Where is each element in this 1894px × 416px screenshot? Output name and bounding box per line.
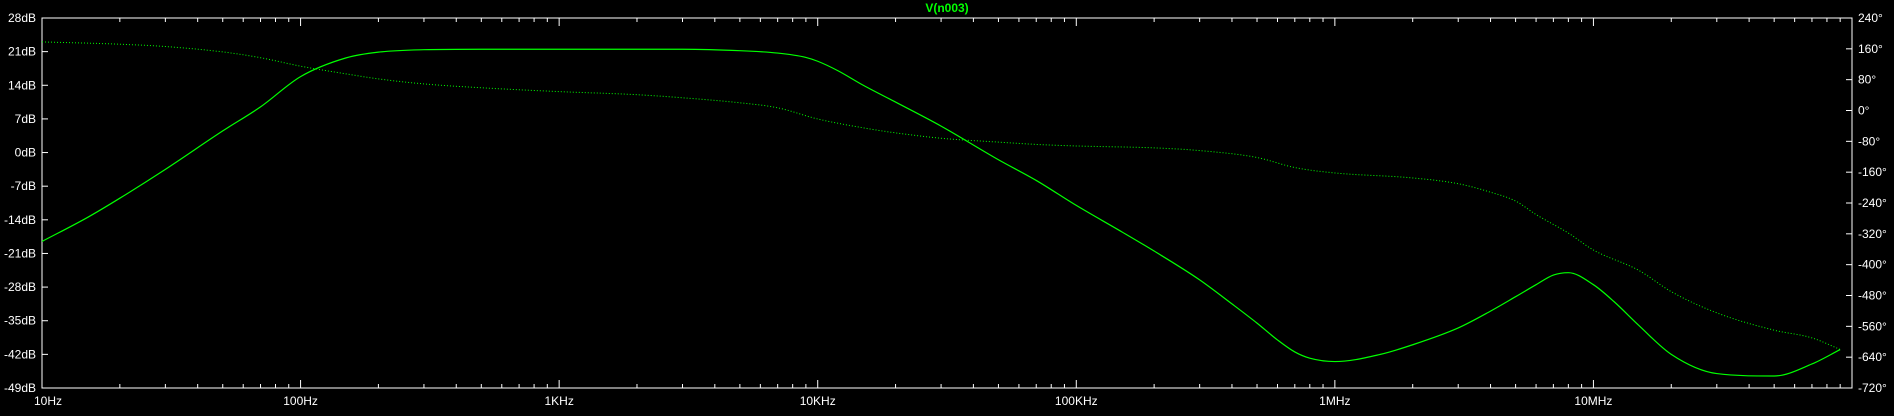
magnitude-series-line (41, 48, 1841, 377)
y-left-tick-label: -35dB (4, 314, 36, 328)
x-tick-label: 1KHz (544, 394, 573, 408)
y-left-tick-label: -21dB (4, 246, 36, 260)
y-right-tick-label: -240° (1858, 196, 1887, 210)
y-left-tick-label: -49dB (4, 381, 36, 395)
x-tick-label: 100KHz (1055, 394, 1098, 408)
y-left-tick-label: -7dB (11, 179, 36, 193)
y-right-tick-label: -80° (1858, 134, 1880, 148)
y-left-tick-label: 7dB (15, 112, 36, 126)
y-right-tick-label: -320° (1858, 227, 1887, 241)
x-tick-label: 1MHz (1319, 394, 1350, 408)
y-left-tick-label: -28dB (4, 280, 36, 294)
axis-ticks (41, 17, 1852, 389)
x-tick-label: 10Hz (34, 394, 62, 408)
phase-series-line (41, 41, 1841, 350)
y-left-tick-label: 21dB (8, 45, 36, 59)
chart-title: V(n003) (925, 1, 968, 15)
y-right-tick-label: -720° (1858, 381, 1887, 395)
axis-labels: 10Hz 100Hz 1KHz 10KHz 100KHz 1MHz 10MHz 28dB 21d… (4, 11, 1887, 408)
y-right-tick-label: 160° (1858, 42, 1883, 56)
y-right-tick-label: -400° (1858, 258, 1887, 272)
y-left-tick-label: 0dB (15, 146, 36, 160)
y-right-tick-label: 80° (1858, 73, 1876, 87)
y-right-tick-label: -560° (1858, 319, 1887, 333)
y-left-tick-label: -42dB (4, 347, 36, 361)
y-right-tick-label: -640° (1858, 350, 1887, 364)
y-left-tick-label: 14dB (8, 78, 36, 92)
x-tick-label: 10KHz (800, 394, 836, 408)
series-layer (41, 41, 1841, 377)
y-left-tick-label: -14dB (4, 213, 36, 227)
y-right-tick-label: 0° (1858, 104, 1870, 118)
x-tick-label: 10MHz (1574, 394, 1612, 408)
y-right-tick-label: -480° (1858, 289, 1887, 303)
plot-frame (41, 17, 1853, 389)
y-right-tick-label: 240° (1858, 11, 1883, 25)
y-left-tick-label: 28dB (8, 11, 36, 25)
x-tick-label: 100Hz (283, 394, 318, 408)
y-right-tick-label: -160° (1858, 165, 1887, 179)
